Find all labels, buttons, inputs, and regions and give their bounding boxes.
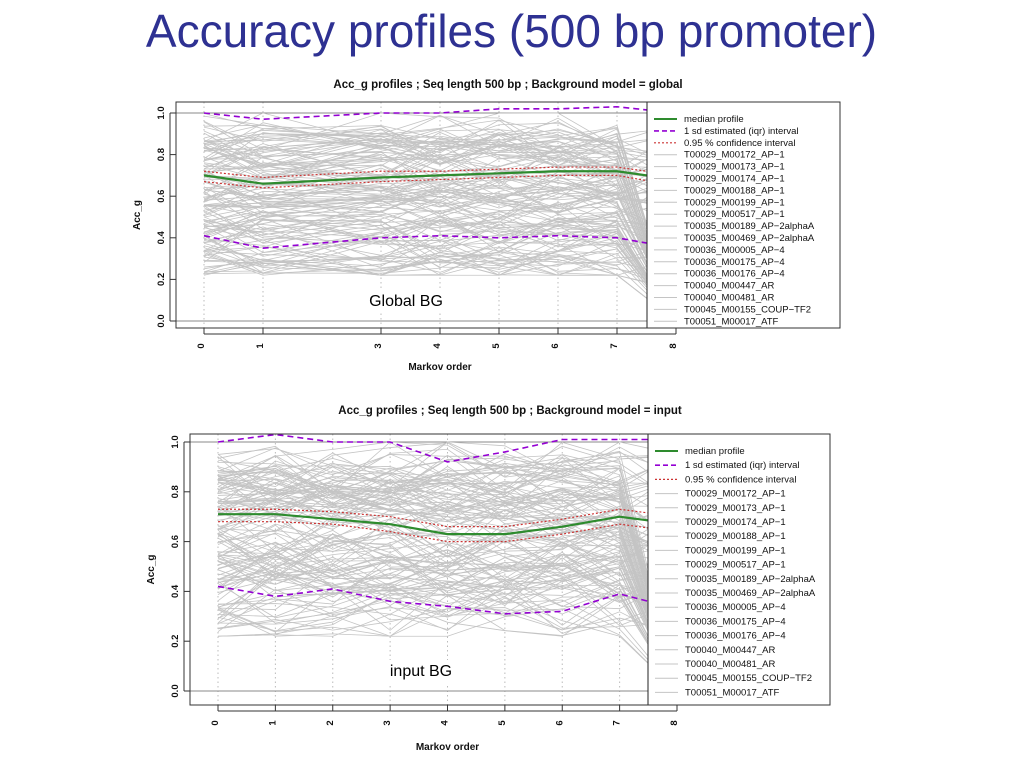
chart-input-bg: Acc_g profiles ; Seq length 500 bp ; Bac… [146, 405, 831, 753]
y-tick-label: 0.6 [170, 535, 181, 548]
y-tick-label: 0.2 [156, 273, 167, 286]
legend-label: T00040_M00481_AR [685, 659, 775, 670]
x-tick-label: 6 [550, 343, 561, 348]
y-tick-label: 1.0 [170, 435, 181, 448]
legend-label: T00029_M00173_AP−1 [684, 162, 785, 173]
x-tick-label: 1 [267, 720, 278, 726]
y-tick-label: 0.0 [156, 314, 167, 327]
slide-title: Accuracy profiles (500 bp promoter) [145, 5, 878, 57]
x-tick-label: 7 [612, 720, 623, 725]
legend-label: 1 sd estimated (iqr) interval [684, 126, 799, 137]
legend-label: T00040_M00481_AR [684, 293, 774, 304]
legend-label: T00029_M00199_AP−1 [685, 545, 786, 556]
y-axis-label: Acc_g [132, 200, 143, 230]
legend-label: T00029_M00172_AP−1 [685, 489, 786, 500]
annotation-background [383, 660, 459, 683]
sd-lower-line [217, 585, 830, 615]
x-axis-label: Markov order [416, 742, 479, 753]
x-tick-label: 0 [210, 720, 221, 725]
chart-annotation: Global BG [369, 293, 443, 310]
y-tick-label: 0.8 [156, 148, 167, 161]
x-tick-label: 1 [255, 343, 266, 349]
legend-label: T00029_M00517_AP−1 [684, 209, 785, 220]
legend-label: T00029_M00188_AP−1 [684, 185, 785, 196]
legend-label: T00035_M00189_AP−2alphaA [684, 221, 815, 232]
y-tick-label: 0.8 [170, 485, 181, 498]
plot-frame [189, 433, 831, 706]
annotation-background [363, 290, 449, 313]
legend-label: 0.95 % confidence interval [685, 474, 796, 485]
chart-title: Acc_g profiles ; Seq length 500 bp ; Bac… [338, 405, 682, 417]
legend-label: T00036_M00176_AP−4 [685, 631, 786, 642]
legend-label: T00040_M00447_AR [684, 281, 774, 292]
plot-area: median profile 1 sd estimated (iqr) inter… [190, 434, 830, 705]
legend-label: T00051_M00017_ATF [684, 316, 779, 327]
chart-global-bg: Acc_g profiles ; Seq length 500 bp ; Bac… [132, 79, 841, 373]
x-tick-label: 4 [432, 343, 443, 349]
legend-box [646, 102, 840, 328]
legend-label: T00035_M00189_AP−2alphaA [685, 574, 816, 585]
y-tick-label: 0.2 [170, 635, 181, 648]
x-tick-label: 8 [669, 720, 680, 725]
chart-annotation: input BG [390, 663, 452, 680]
legend-label: T00045_M00155_COUP−TF2 [685, 673, 812, 684]
legend-label: 0.95 % confidence interval [684, 138, 795, 149]
legend-box [647, 434, 830, 705]
legend-label: median profile [684, 114, 744, 125]
x-tick-label: 8 [668, 343, 679, 348]
x-axis-label: Markov order [408, 362, 471, 373]
legend-label: T00035_M00469_AP−2alphaA [685, 588, 816, 599]
legend-label: median profile [685, 446, 745, 457]
legend-label: T00029_M00174_AP−1 [685, 517, 786, 528]
x-tick-label: 2 [325, 720, 336, 725]
legend-label: T00036_M00005_AP−4 [684, 245, 785, 256]
plot-frame [175, 101, 841, 329]
legend-label: T00029_M00173_AP−1 [685, 503, 786, 514]
legend-label: T00029_M00199_AP−1 [684, 197, 785, 208]
x-tick-label: 4 [440, 720, 451, 726]
x-tick-label: 5 [497, 720, 508, 726]
chart-title: Acc_g profiles ; Seq length 500 bp ; Bac… [333, 79, 682, 91]
legend-label: T00051_M00017_ATF [685, 687, 780, 698]
x-tick-label: 5 [491, 343, 502, 349]
x-tick-label: 7 [609, 343, 620, 348]
y-axis-label: Acc_g [146, 554, 157, 584]
legend-label: T00029_M00172_AP−1 [684, 150, 785, 161]
x-tick-label: 3 [382, 720, 393, 725]
y-tick-label: 0.4 [170, 584, 181, 598]
legend-label: T00035_M00469_AP−2alphaA [684, 233, 815, 244]
legend-label: T00036_M00175_AP−4 [685, 616, 786, 627]
y-tick-label: 0.6 [156, 190, 167, 203]
legend-label: T00029_M00188_AP−1 [685, 531, 786, 542]
legend-label: T00045_M00155_COUP−TF2 [684, 304, 811, 315]
legend-label: T00036_M00176_AP−4 [684, 269, 785, 280]
legend-label: T00029_M00517_AP−1 [685, 560, 786, 571]
x-tick-label: 3 [373, 343, 384, 348]
legend-label: T00040_M00447_AR [685, 645, 775, 656]
legend-label: 1 sd estimated (iqr) interval [685, 460, 800, 471]
legend-label: T00036_M00175_AP−4 [684, 257, 785, 268]
sd-upper-line [217, 434, 830, 463]
y-tick-label: 0.0 [170, 684, 181, 697]
y-tick-label: 0.4 [156, 230, 167, 244]
legend-label: T00036_M00005_AP−4 [685, 602, 786, 613]
y-tick-label: 1.0 [156, 106, 167, 119]
legend-label: T00029_M00174_AP−1 [684, 174, 785, 185]
legend: median profile 1 sd estimated (iqr) inter… [655, 446, 816, 698]
x-tick-label: 6 [554, 720, 565, 725]
x-tick-label: 0 [196, 343, 207, 348]
